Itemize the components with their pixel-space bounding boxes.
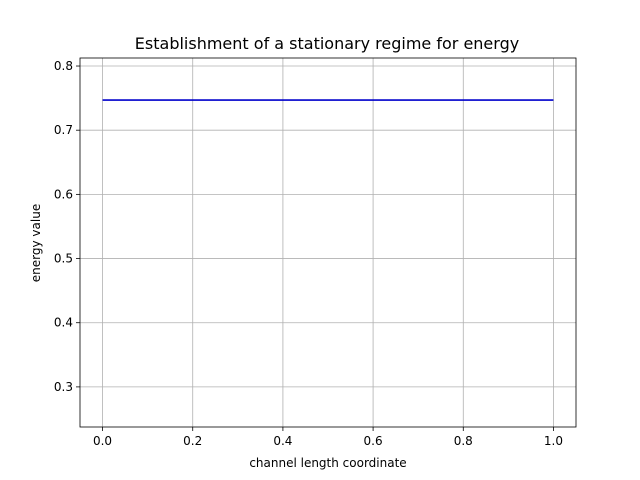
x-tick-label: 1.0 [544, 434, 563, 448]
y-tick-label: 0.6 [54, 187, 73, 201]
y-tick-label: 0.7 [54, 123, 73, 137]
x-tick-label: 0.8 [454, 434, 473, 448]
y-tick-label: 0.8 [54, 59, 73, 73]
x-tick-label: 0.0 [93, 434, 112, 448]
y-axis-label: energy value [29, 204, 43, 282]
y-tick-label: 0.4 [54, 316, 73, 330]
x-axis-ticks: 0.0 0.2 0.4 0.6 0.8 1.0 [93, 427, 563, 448]
x-axis-label: channel length coordinate [249, 456, 406, 470]
x-tick-label: 0.6 [364, 434, 383, 448]
plot-frame [79, 57, 577, 428]
chart-title: Establishment of a stationary regime for… [135, 34, 519, 53]
grid-lines [80, 58, 576, 427]
x-tick-label: 0.2 [183, 434, 202, 448]
y-tick-label: 0.3 [54, 380, 73, 394]
x-tick-label: 0.4 [273, 434, 292, 448]
y-axis-ticks: 0.3 0.4 0.5 0.6 0.7 0.8 [54, 59, 80, 394]
y-tick-label: 0.5 [54, 252, 73, 266]
